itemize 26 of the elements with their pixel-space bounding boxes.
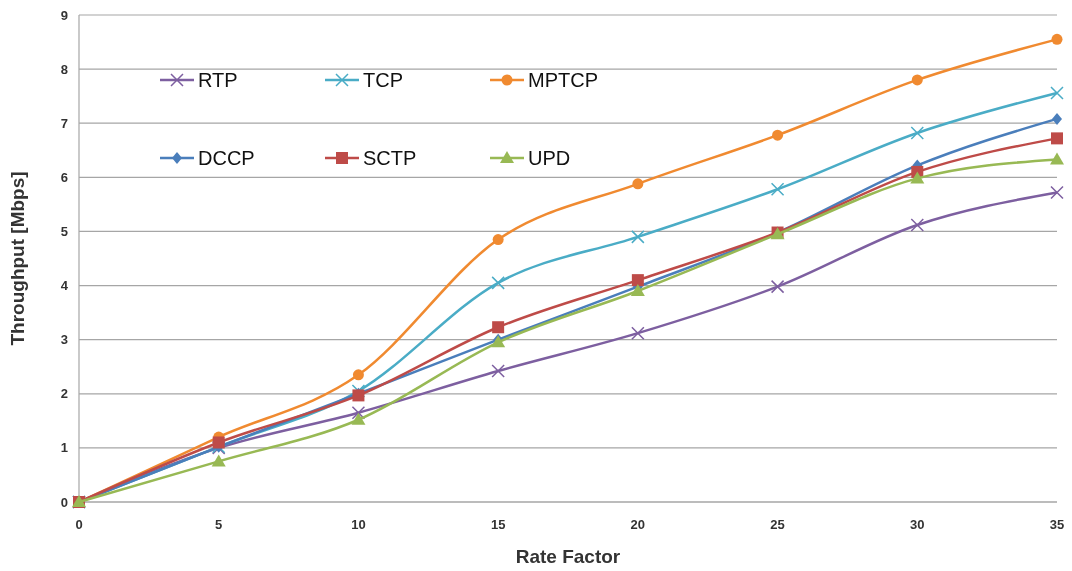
y-axis-title: Throughput [Mbps]: [7, 171, 28, 346]
x-tick-label: 0: [75, 517, 83, 532]
legend-label: DCCP: [198, 147, 255, 169]
x-tick-label: 20: [630, 517, 646, 532]
y-tick-label: 0: [60, 494, 68, 510]
legend-label: UPD: [528, 147, 571, 169]
y-tick-label: 4: [60, 278, 69, 294]
y-tick-label: 1: [60, 440, 68, 456]
x-tick-label: 5: [215, 517, 223, 532]
y-tick-label: 7: [60, 115, 68, 131]
y-tick-label: 5: [60, 223, 68, 239]
y-tick-label: 3: [60, 332, 68, 348]
legend-label: RTP: [198, 69, 238, 91]
x-tick-label: 35: [1049, 517, 1065, 532]
y-tick-label: 8: [60, 61, 68, 77]
legend-label: MPTCP: [528, 69, 598, 91]
x-tick-label: 10: [351, 517, 366, 532]
y-tick-label: 2: [60, 386, 68, 402]
legend-label: SCTP: [363, 147, 417, 169]
x-tick-label: 25: [770, 517, 785, 532]
x-axis-title: Rate Factor: [515, 546, 621, 567]
y-tick-label: 6: [60, 169, 68, 185]
legend-label: TCP: [363, 69, 403, 91]
x-tick-label: 15: [490, 517, 506, 532]
x-tick-label: 30: [910, 517, 925, 532]
y-tick-label: 9: [60, 7, 68, 23]
